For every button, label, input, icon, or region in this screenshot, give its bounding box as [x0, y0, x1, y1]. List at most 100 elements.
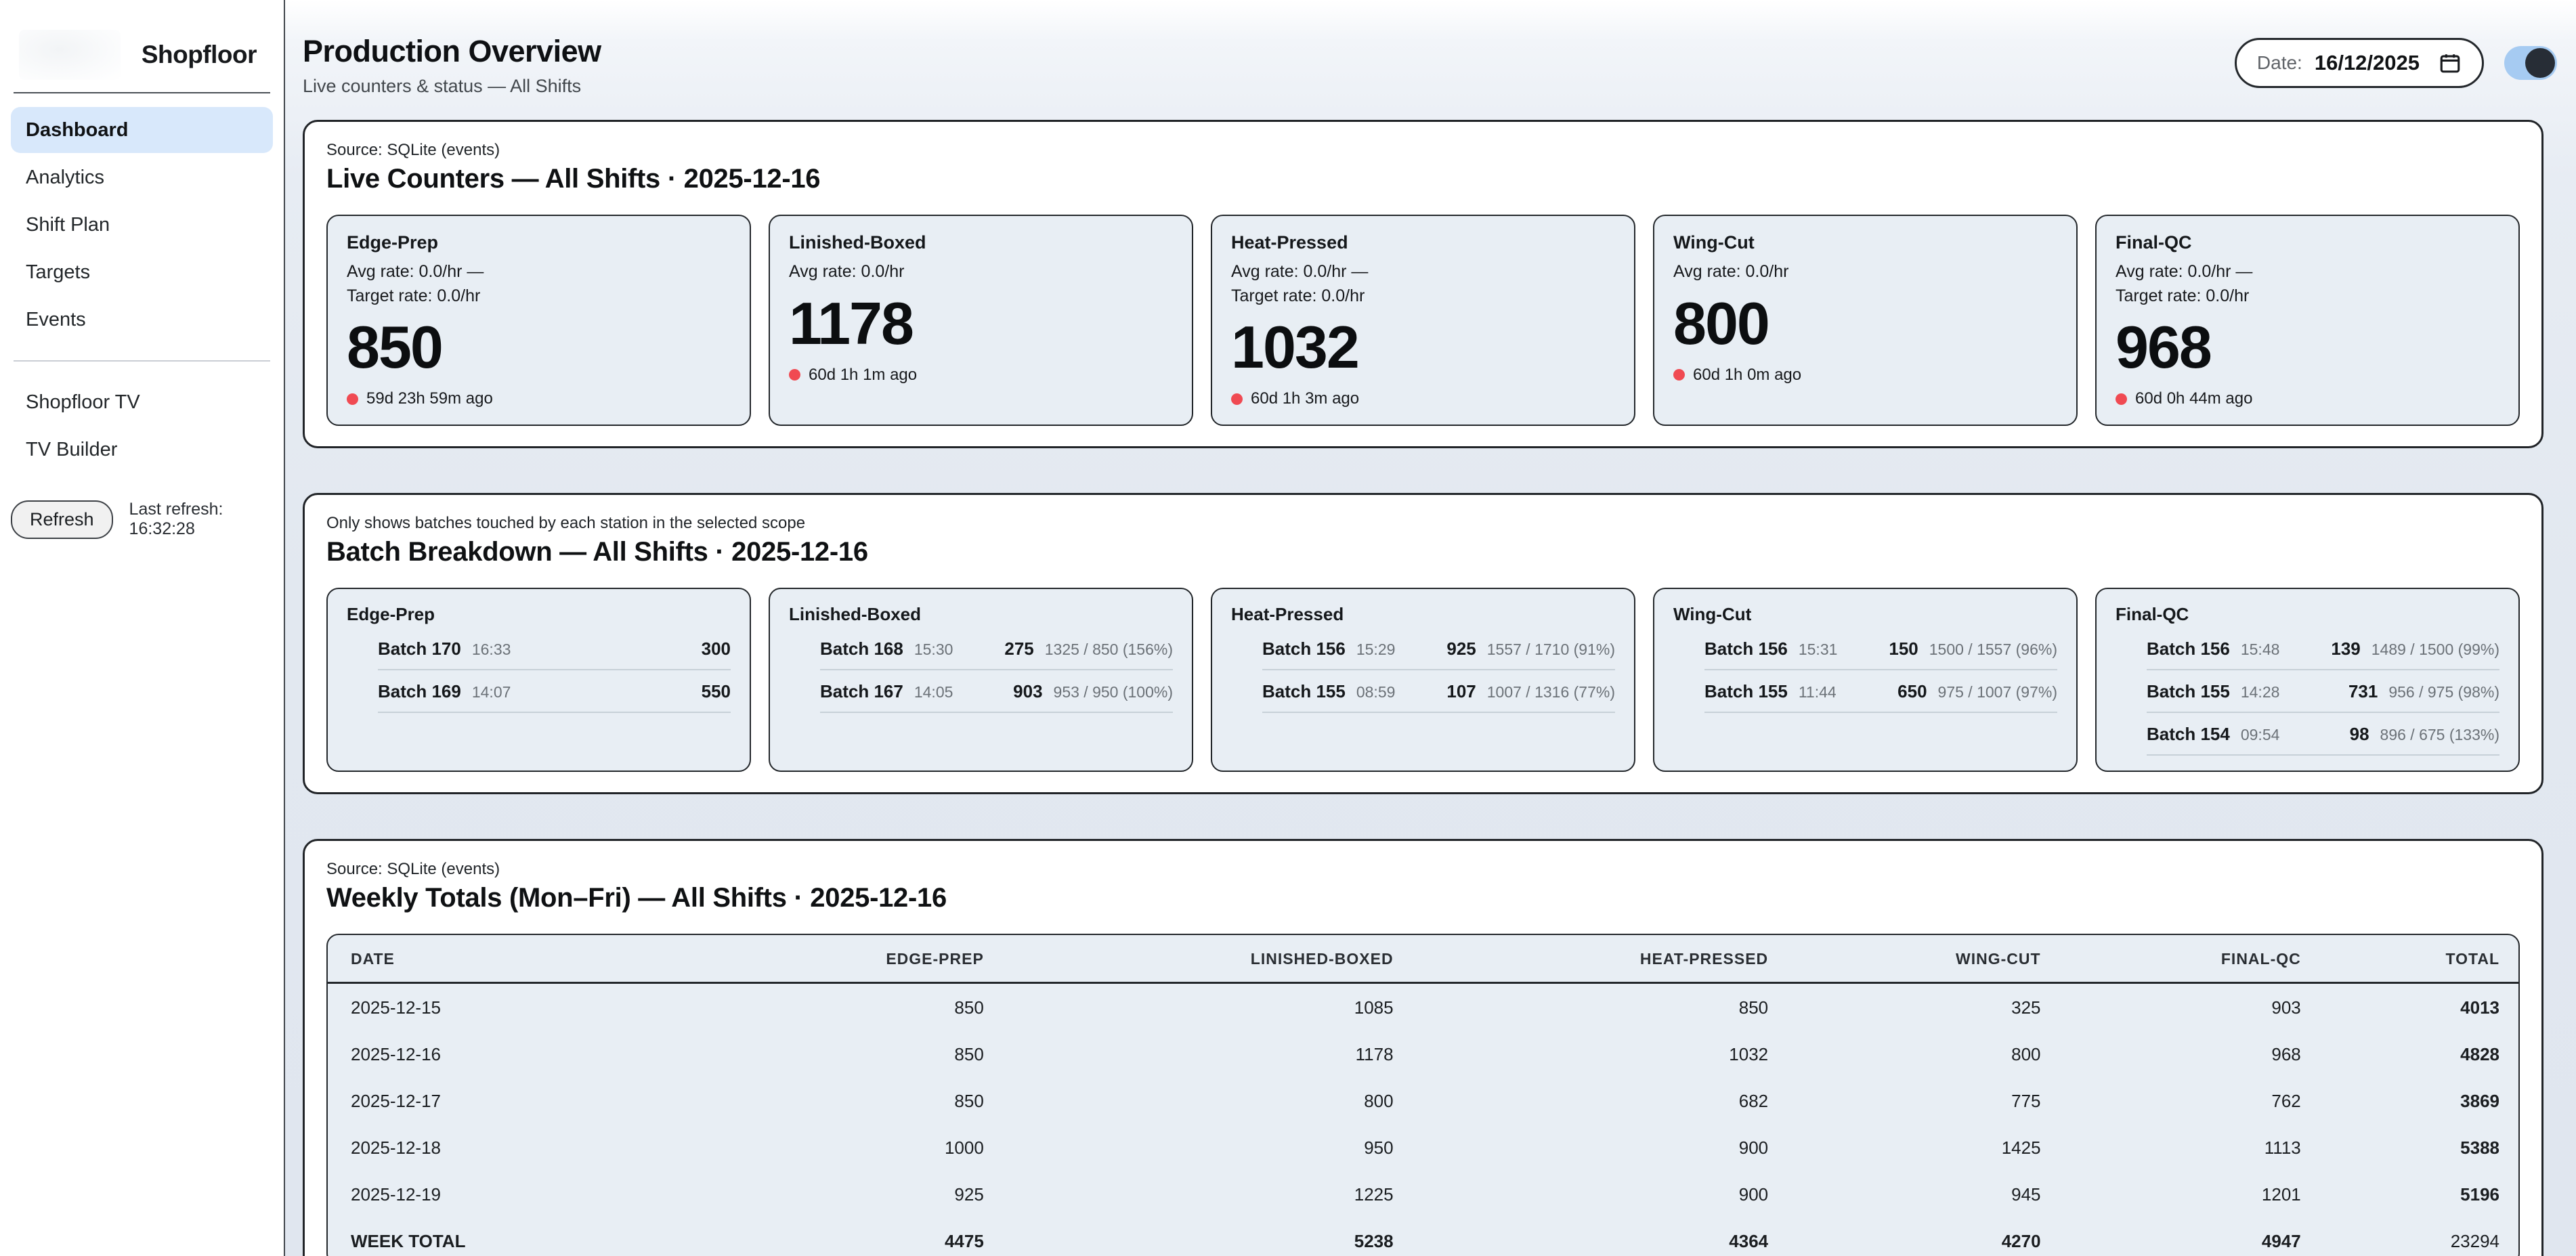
- kpi-rate-line: Avg rate: 0.0/hr: [789, 262, 905, 281]
- batch-name: Batch 168: [820, 638, 903, 659]
- batch-ratio: 956 / 975 (98%): [2388, 683, 2499, 701]
- batch-row: Batch 170 16:33 300: [378, 628, 731, 670]
- batch-qty: 107: [1446, 681, 1476, 701]
- sidebar-item-shift-plan[interactable]: Shift Plan: [26, 213, 110, 236]
- live-counters-title: Live Counters — All Shifts · 2025-12-16: [326, 164, 821, 194]
- live-toggle[interactable]: [2504, 46, 2557, 80]
- status-dot-icon: [1673, 369, 1685, 381]
- batch-name: Batch 155: [2147, 681, 2230, 701]
- kpi-rates: Avg rate: 0.0/hr — Target rate: 0.0/hr: [1231, 260, 1368, 308]
- batch-row: Batch 156 15:48 139 1489 / 1500 (99%): [2147, 628, 2499, 670]
- kpi-status: 59d 23h 59m ago: [347, 389, 493, 408]
- weekly-cell: 1178: [1355, 1044, 1394, 1064]
- main-content: Production Overview Live counters & stat…: [285, 0, 2576, 1256]
- batch-ratio: 896 / 675 (133%): [2380, 726, 2499, 743]
- batch-row: Batch 167 14:05 903 953 / 950 (100%): [820, 670, 1173, 713]
- kpi-card-linished-boxed: Linished-Boxed Avg rate: 0.0/hr 1178 60d 1h…: [769, 215, 1193, 426]
- batch-row: Batch 155 11:44 650 975 / 1007 (97%): [1704, 670, 2057, 713]
- weekly-data-row: 2025-12-16 850 1178 1032 800 968 4828: [328, 1031, 2518, 1077]
- live-counters-source: Source: SQLite (events): [326, 141, 500, 159]
- batch-station-name: Linished-Boxed: [789, 604, 922, 624]
- page-header: Production Overview Live counters & stat…: [303, 34, 2557, 97]
- kpi-rate-line: Avg rate: 0.0/hr: [1673, 262, 1789, 281]
- batch-time: 09:54: [2240, 726, 2280, 743]
- sidebar-nav-primary: Dashboard Analytics Shift Plan Targets Event…: [8, 107, 276, 343]
- batch-card-edge-prep: Edge-Prep Batch 170 16:33 300 Batch 169 14:07…: [326, 588, 751, 772]
- batch-time: 14:05: [914, 683, 953, 701]
- kpi-rates: Avg rate: 0.0/hr — Target rate: 0.0/hr: [2116, 260, 2252, 308]
- batch-name: Batch 155: [1704, 681, 1788, 701]
- kpi-rate-line: Avg rate: 0.0/hr —: [347, 262, 484, 281]
- batch-card-linished-boxed: Linished-Boxed Batch 168 15:30 275 1325 / 85…: [769, 588, 1193, 772]
- batch-ratio: 1557 / 1710 (91%): [1486, 641, 1615, 658]
- weekly-cell: 968: [2271, 1044, 2301, 1064]
- kpi-ago-text: 60d 1h 1m ago: [809, 365, 918, 384]
- brand-title: Shopfloor: [141, 41, 257, 68]
- sidebar-item-dashboard[interactable]: Dashboard: [11, 107, 273, 153]
- weekly-total-cell: 4947: [2261, 1231, 2301, 1251]
- kpi-card-edge-prep: Edge-Prep Avg rate: 0.0/hr — Target rate: …: [326, 215, 751, 426]
- refresh-button[interactable]: Refresh: [11, 500, 113, 539]
- kpi-status: 60d 0h 44m ago: [2116, 389, 2252, 408]
- date-picker[interactable]: Date: 16/12/2025: [2234, 38, 2484, 88]
- weekly-cell: 2025-12-18: [351, 1138, 441, 1158]
- weekly-cell: 800: [1364, 1091, 1394, 1111]
- status-dot-icon: [1231, 393, 1243, 405]
- batch-time: 15:31: [1798, 641, 1838, 658]
- batch-station-name: Edge-Prep: [347, 604, 435, 624]
- weekly-cell: 775: [2011, 1091, 2041, 1111]
- sidebar-item-analytics[interactable]: Analytics: [26, 166, 105, 188]
- batch-time: 15:29: [1356, 641, 1396, 658]
- weekly-total-cell: 4270: [2001, 1231, 2041, 1251]
- sidebar-item-shopfloor-tv[interactable]: Shopfloor TV: [26, 391, 140, 413]
- batch-breakdown-note: Only shows batches touched by each stati…: [326, 514, 806, 532]
- batch-card-wing-cut: Wing-Cut Batch 156 15:31 150 1500 / 1557 (96…: [1653, 588, 2078, 772]
- weekly-cell: 903: [2271, 997, 2301, 1018]
- weekly-cell: 3869: [2460, 1091, 2499, 1111]
- status-dot-icon: [347, 393, 358, 405]
- weekly-cell: 900: [1738, 1184, 1769, 1205]
- weekly-cell: 850: [954, 1091, 984, 1111]
- weekly-cell: 850: [954, 997, 984, 1018]
- page-subtitle: Live counters & status — All Shifts: [303, 76, 582, 96]
- weekly-source: Source: SQLite (events): [326, 860, 500, 878]
- sidebar-item-events[interactable]: Events: [26, 308, 86, 330]
- sidebar-nav-secondary: Shopfloor TV TV Builder: [8, 379, 276, 473]
- batch-name: Batch 170: [378, 638, 461, 659]
- batch-card-heat-pressed: Heat-Pressed Batch 156 15:29 925 1557 / 1710…: [1211, 588, 1635, 772]
- weekly-data-row: 2025-12-17 850 800 682 775 762 3869: [328, 1077, 2518, 1124]
- weekly-table: DATE EDGE-PREP LINISHED-BOXED HEAT-PRESSED W…: [328, 935, 2518, 1256]
- batch-qty: 98: [2349, 724, 2369, 744]
- kpi-count: 1032: [1231, 313, 1360, 381]
- weekly-cell: 762: [2271, 1091, 2301, 1111]
- status-dot-icon: [789, 369, 800, 381]
- batch-name: Batch 156: [1262, 638, 1346, 659]
- kpi-station-name: Heat-Pressed: [1231, 232, 1348, 253]
- kpi-rate-line: Avg rate: 0.0/hr —: [1231, 262, 1369, 281]
- live-toggle-knob: [2525, 48, 2555, 78]
- kpi-status: 60d 1h 1m ago: [789, 366, 917, 385]
- sidebar-item-tv-builder[interactable]: TV Builder: [26, 438, 118, 460]
- calendar-icon: [2440, 54, 2460, 73]
- refresh-row: Refresh Last refresh: 16:32:28: [11, 500, 273, 539]
- batch-time: 14:28: [2240, 683, 2280, 701]
- sidebar: Shopfloor Dashboard Analytics Shift Plan Ta…: [0, 0, 285, 1256]
- batch-station-name: Heat-Pressed: [1231, 604, 1344, 624]
- brand-logo: [19, 30, 121, 80]
- batch-name: Batch 169: [378, 681, 461, 701]
- weekly-cell: 2025-12-15: [351, 997, 441, 1018]
- batch-qty: 903: [1013, 681, 1043, 701]
- kpi-status: 60d 1h 3m ago: [1231, 389, 1359, 408]
- weekly-total-cell: 4475: [944, 1231, 984, 1251]
- sidebar-divider: [14, 92, 270, 93]
- last-refresh-text: Last refresh: 16:32:28: [129, 500, 223, 538]
- weekly-col-header: WING-CUT: [1787, 935, 2060, 984]
- section-live-counters: Source: SQLite (events) Live Counters — …: [303, 120, 2543, 448]
- batch-ratio: 1007 / 1316 (77%): [1486, 683, 1615, 701]
- weekly-cell: 682: [1738, 1091, 1769, 1111]
- batch-name: Batch 167: [820, 681, 903, 701]
- batch-qty: 150: [1889, 638, 1918, 659]
- sidebar-item-targets[interactable]: Targets: [26, 261, 91, 283]
- weekly-cell: 1201: [2261, 1184, 2301, 1205]
